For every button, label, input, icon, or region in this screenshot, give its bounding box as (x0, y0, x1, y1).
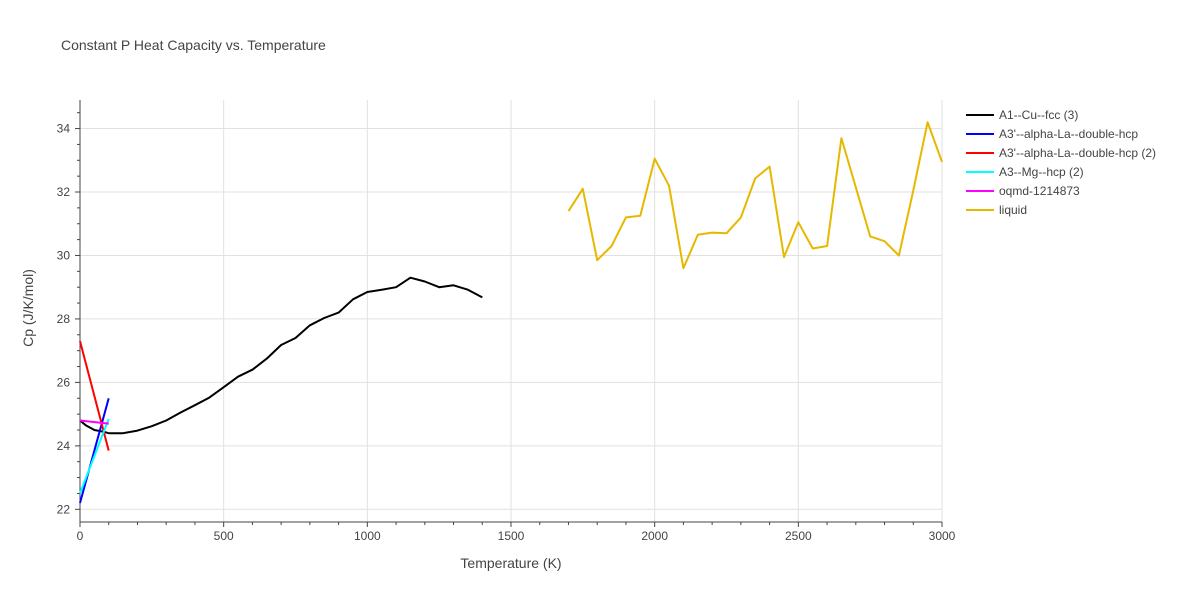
y-tick-label: 22 (57, 502, 71, 516)
x-tick-label: 2000 (641, 529, 668, 543)
y-tick-label: 34 (57, 122, 71, 136)
series-line-a3-alpha-la-double-hcp (79, 398, 110, 504)
legend-item-a3-alpha-la-double-hcp-2[interactable]: A3'--alpha-La--double-hcp (2) (966, 146, 1156, 160)
legend-label: oqmd-1214873 (999, 184, 1080, 198)
x-tick-label: 1500 (498, 529, 525, 543)
y-axis-title: Cp (J/K/mol) (20, 269, 36, 347)
legend-item-liquid[interactable]: liquid (966, 203, 1027, 217)
legend-label: A1--Cu--fcc (3) (999, 108, 1078, 122)
x-axis-title: Temperature (K) (460, 555, 561, 571)
y-tick-label: 30 (57, 248, 71, 262)
y-tick-label: 32 (57, 185, 71, 199)
series-line-oqmd-1214873 (79, 419, 109, 425)
x-tick-label: 1000 (354, 529, 381, 543)
legend-item-a3-alpha-la-double-hcp[interactable]: A3'--alpha-La--double-hcp (966, 127, 1138, 141)
x-tick-label: 2500 (785, 529, 812, 543)
y-tick-label: 28 (57, 312, 71, 326)
series-lines (79, 121, 943, 504)
chart-title: Constant P Heat Capacity vs. Temperature (61, 37, 326, 53)
legend-item-a3-mg-hcp-2[interactable]: A3--Mg--hcp (2) (966, 165, 1084, 179)
series-line-a3-alpha-la-double-hcp-2 (79, 340, 110, 451)
series-line-liquid (567, 121, 943, 270)
legend-label: A3'--alpha-La--double-hcp (999, 127, 1138, 141)
axes: 0 500 1000 1500 2000 2500 3000 22 24 26 28 30 32 34 (57, 100, 956, 543)
legend: A1--Cu--fcc (3) A3'--alpha-La--double-hcp… (966, 108, 1156, 217)
x-tick-label: 0 (77, 529, 84, 543)
legend-label: A3'--alpha-La--double-hcp (2) (999, 146, 1156, 160)
y-tick-label: 24 (57, 439, 71, 453)
grid (80, 100, 943, 522)
legend-item-oqmd-1214873[interactable]: oqmd-1214873 (966, 184, 1080, 198)
series-line-a1-cu-fcc-3 (79, 276, 483, 435)
x-tick-label: 500 (214, 529, 234, 543)
legend-label: liquid (999, 203, 1027, 217)
series-line-a3-mg-hcp-2 (79, 418, 110, 494)
x-tick-label: 3000 (929, 529, 956, 543)
y-tick-label: 26 (57, 375, 71, 389)
legend-item-a1-cu-fcc-3[interactable]: A1--Cu--fcc (3) (966, 108, 1078, 122)
legend-label: A3--Mg--hcp (2) (999, 165, 1084, 179)
